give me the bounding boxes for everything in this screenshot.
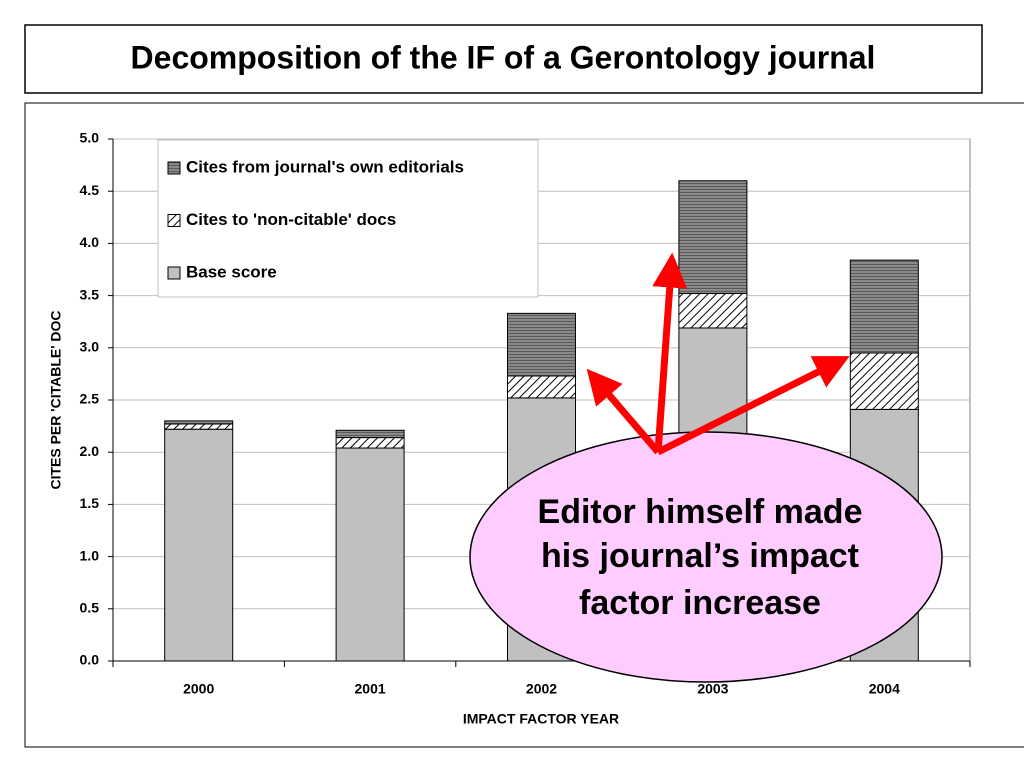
legend: Cites from journal's own editorials Cites… — [157, 139, 539, 298]
x-tick-label: 2001 — [355, 681, 386, 697]
x-tick-label: 2000 — [183, 681, 214, 697]
bar-segment — [335, 429, 405, 439]
x-tick-label: 2003 — [697, 681, 728, 697]
y-tick-label: 1.0 — [80, 547, 100, 563]
legend-swatch — [167, 214, 181, 227]
legend-swatch — [167, 161, 181, 175]
callout-text: factor increase — [579, 584, 821, 622]
x-tick-label: 2002 — [526, 681, 557, 697]
y-tick-label: 2.0 — [80, 443, 100, 459]
title-box — [24, 24, 983, 94]
y-tick-label: 0.0 — [80, 652, 100, 668]
callout-text: his journal’s impact — [541, 537, 859, 575]
y-tick-label: 5.0 — [80, 130, 100, 146]
callout: Editor himself made his journal’s impact… — [469, 252, 943, 683]
y-tick-label: 3.5 — [80, 286, 100, 302]
y-tick-label: 0.5 — [80, 600, 100, 616]
legend-label: Base score — [186, 262, 277, 281]
legend-label: Cites to 'non-citable' docs — [186, 210, 396, 229]
legend-swatch — [167, 266, 181, 280]
legend-box — [157, 139, 539, 298]
arrow — [652, 252, 688, 453]
y-tick-label: 2.5 — [80, 391, 100, 407]
y-axis-title: CITES PER 'CITABLE' DOC — [48, 310, 64, 489]
y-tick-label: 4.5 — [80, 182, 100, 198]
x-tick-label: 2004 — [869, 681, 900, 697]
bar-segment — [164, 428, 234, 662]
bar-segment — [164, 423, 234, 430]
bar-segment — [849, 352, 919, 410]
bar-segment — [507, 312, 576, 377]
bar-segment — [164, 420, 234, 425]
bar-segment — [678, 180, 748, 295]
bar-segment — [335, 447, 405, 662]
y-tick-label: 3.0 — [80, 339, 100, 355]
arrow — [656, 356, 850, 456]
y-tick-label: 1.5 — [80, 495, 100, 511]
chart-title: Decomposition of the IF of a Gerontology… — [131, 39, 876, 75]
x-axis-title: IMPACT FACTOR YEAR — [463, 711, 619, 727]
callout-ellipse — [469, 431, 943, 683]
legend-label: Cites from journal's own editorials — [186, 157, 464, 176]
bar-segment — [507, 375, 576, 399]
bar-segment — [849, 259, 919, 354]
callout-text: Editor himself made — [538, 493, 863, 531]
y-tick-label: 4.0 — [80, 234, 100, 250]
arrow — [586, 368, 661, 455]
bar-segment — [678, 293, 748, 329]
bar-segment — [335, 437, 405, 449]
